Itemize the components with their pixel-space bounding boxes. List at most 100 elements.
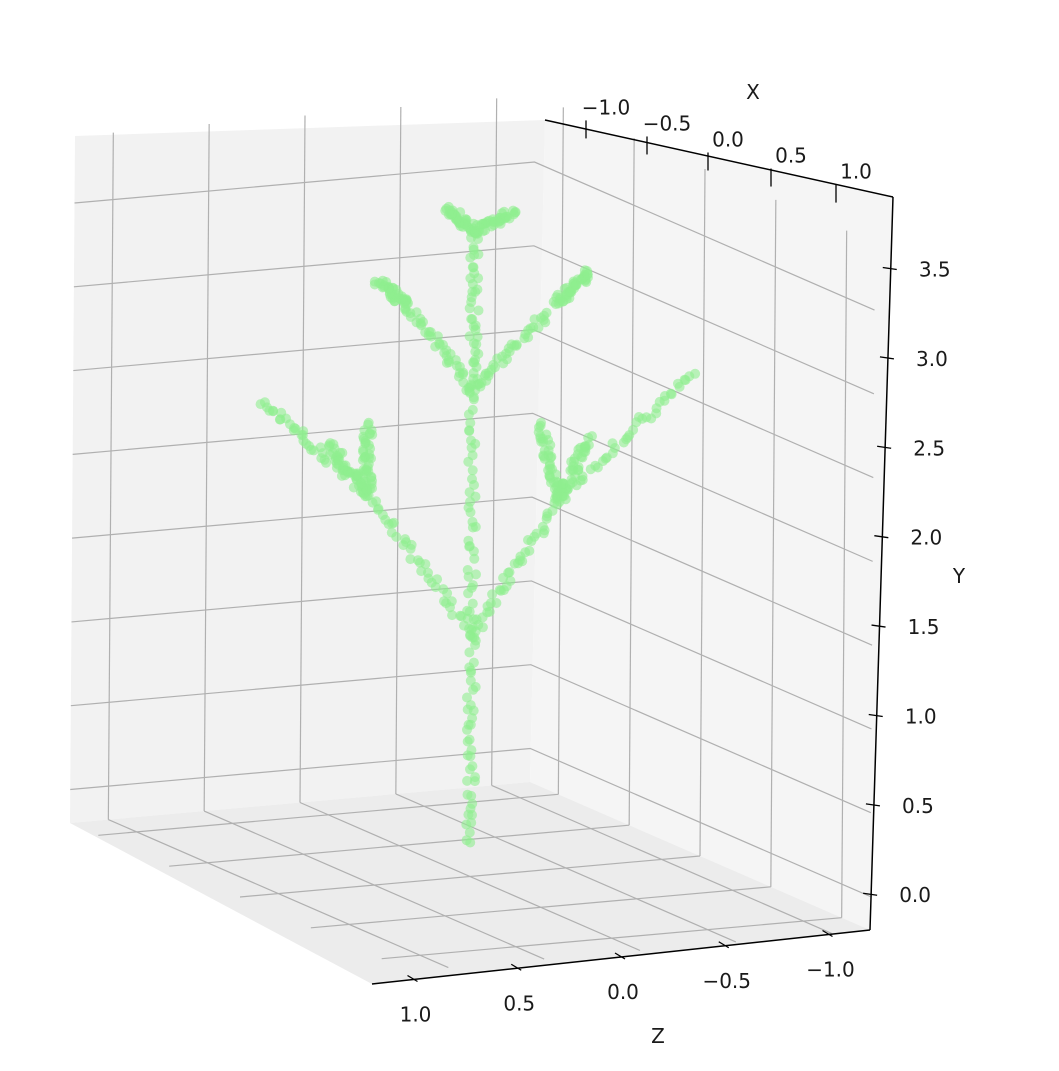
z-tick-mark [510, 963, 522, 971]
scatter-point [477, 622, 488, 633]
y-tick-mark [879, 356, 895, 360]
scatter-point [505, 575, 516, 586]
grid-line-z-wall [557, 107, 564, 795]
scatter-point [463, 535, 474, 546]
scatter-point [466, 745, 477, 756]
scatter-point [462, 692, 472, 703]
scatter-point [535, 431, 546, 442]
scatter-points [255, 201, 701, 848]
x-tick-label: −0.5 [643, 111, 692, 135]
scatter-point [537, 521, 548, 532]
scatter-point [628, 424, 639, 435]
scatter-point [558, 478, 568, 489]
scatter-point [467, 713, 478, 724]
grid-line-y [74, 161, 875, 311]
z-tick-label: 1.0 [400, 1003, 432, 1027]
y-tick-label: 2.0 [910, 526, 942, 550]
grid-line-y [72, 412, 873, 562]
x-axis-line [544, 119, 894, 198]
z-tick-mark [407, 974, 418, 983]
z-axis-ticks: 1.0 0.5 0.0 −0.5 −1.0 [400, 929, 855, 1027]
scatter-point [467, 404, 478, 415]
scatter-point [467, 598, 478, 609]
scatter-point [467, 465, 478, 476]
scatter-point [468, 242, 479, 253]
y-tick-mark [868, 713, 883, 718]
scatter-point [666, 389, 677, 400]
scatter-point [468, 657, 479, 668]
y-axis-line [869, 196, 894, 931]
scatter-point [468, 357, 479, 368]
z-axis-label: Z [651, 1024, 665, 1048]
scatter-point [439, 596, 449, 607]
scatter-point [467, 798, 478, 809]
scatter-point [377, 275, 388, 286]
scatter-point [466, 379, 477, 390]
grid-line-z-wall [841, 230, 848, 918]
z-tick-mark [822, 929, 833, 938]
y-axis-ticks: 0.0 0.5 1.0 1.5 2.0 2.5 3.0 3.5 [863, 258, 951, 907]
x-tick-label: 1.0 [840, 160, 872, 184]
scatter-point [438, 584, 449, 595]
x-tick-label: −1.0 [582, 95, 631, 119]
scatter-point [467, 761, 478, 772]
scatter-point [533, 322, 544, 333]
scatter-point [465, 700, 476, 711]
grid-line-y [71, 580, 872, 730]
scatter-point [466, 435, 476, 446]
scatter-point [467, 262, 478, 273]
y-tick-label: 1.5 [908, 615, 940, 639]
scatter-point [471, 569, 481, 580]
grid-line-z-wall [699, 168, 706, 857]
scatter-point [276, 407, 287, 418]
scatter-point [464, 331, 475, 342]
back-pane [70, 120, 545, 823]
grid-line-x-wall [107, 132, 114, 820]
scatter-point [467, 474, 477, 484]
grid-line-z-floor [381, 917, 842, 960]
scatter-point [464, 647, 475, 658]
scatter-point [461, 835, 472, 846]
y-tick-label: 3.5 [919, 258, 951, 282]
z-tick-label: −0.5 [702, 969, 751, 993]
scatter-point [464, 387, 475, 398]
scatter-point [541, 307, 552, 318]
scatter-point [482, 601, 493, 612]
scatter-point [504, 567, 515, 578]
scatter-point [633, 412, 644, 422]
scatter-point [467, 450, 478, 461]
y-tick-mark [877, 445, 892, 449]
scatter-point [259, 397, 270, 408]
scatter-point [524, 545, 535, 556]
y-tick-mark [871, 624, 886, 628]
grid-line-z-floor [169, 824, 630, 867]
scatter-point [432, 574, 443, 585]
scatter-point [582, 269, 593, 280]
grid-line-x-wall [203, 124, 210, 812]
y-tick-label: 3.0 [916, 347, 948, 371]
scatter-point [456, 611, 467, 622]
grid-line-y [70, 747, 871, 898]
y-tick-label: 2.5 [913, 436, 945, 460]
axes-panes [70, 120, 893, 984]
grid-line-z-floor [98, 793, 559, 836]
scatter-point [469, 553, 480, 564]
grid-line-x-wall [299, 115, 306, 803]
grid-line-z-floor [310, 886, 771, 929]
scatter-point [400, 534, 411, 545]
scatter-point [462, 775, 473, 786]
scatter-point [439, 347, 450, 358]
scatter-point [464, 734, 475, 745]
scatter-point [405, 554, 416, 565]
z-tick-mark [718, 941, 730, 949]
grid-line-x-wall [395, 106, 402, 794]
y-tick-label: 0.0 [899, 883, 931, 907]
scatter-point [465, 675, 476, 686]
grid-line-z-wall [628, 138, 635, 826]
scatter-point [464, 426, 475, 436]
scatter-point [470, 346, 481, 357]
scatter-point [487, 589, 498, 600]
x-axis-label: X [746, 80, 760, 104]
scatter-point [500, 211, 511, 222]
